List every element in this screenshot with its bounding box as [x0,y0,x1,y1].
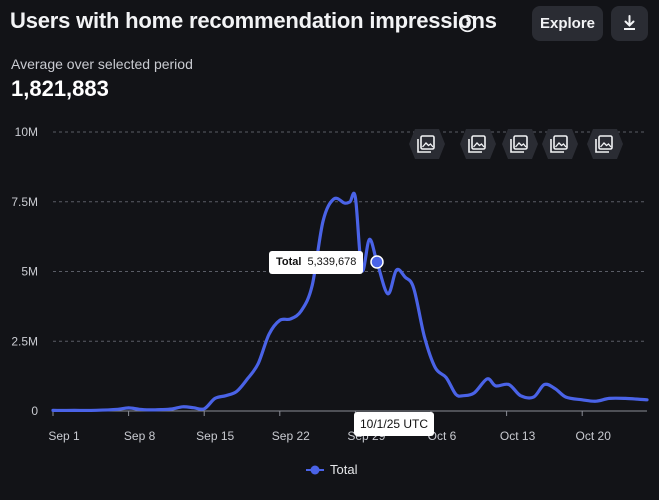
legend-swatch [306,465,324,474]
image-stack-icon [502,129,538,159]
x-tick-label: Sep 1 [48,429,80,443]
explore-button[interactable]: Explore [532,6,603,41]
hover-tooltip: Total 5,339,678 [269,251,364,274]
y-tick-label: 0 [31,404,38,418]
summary-label: Average over selected period [11,56,193,72]
annotation-button-3[interactable] [500,125,540,163]
x-tick-label: Sep 22 [272,429,310,443]
image-stack-icon [460,129,496,159]
hover-point [370,255,384,269]
x-tick-label: Sep 15 [196,429,234,443]
download-button[interactable] [611,6,648,41]
image-stack-icon [542,129,578,159]
annotation-button-2[interactable] [458,125,498,163]
hover-date-badge: 10/1/25 UTC [354,412,435,436]
summary-value: 1,821,883 [11,76,109,101]
x-tick-label: Oct 6 [428,429,457,443]
annotation-button-1[interactable] [407,125,447,163]
x-tick-label: Sep 8 [124,429,156,443]
tooltip-series: Total [276,256,302,268]
x-tick-label: Oct 13 [500,429,536,443]
page-title: Users with home recommendation impressio… [10,8,497,33]
image-stack-icon [587,129,623,159]
x-tick-label: Oct 20 [576,429,612,443]
legend-label-total: Total [330,462,358,477]
image-stack-icon [409,129,445,159]
series-line-total [51,191,649,413]
tooltip-value: 5,339,678 [307,256,357,268]
y-tick-label: 5M [21,265,38,279]
annotation-button-4[interactable] [540,125,580,163]
y-tick-label: 7.5M [11,195,38,209]
info-icon[interactable] [458,14,477,33]
annotation-button-5[interactable] [585,125,625,163]
y-tick-label: 10M [15,125,38,139]
legend: Total [306,462,357,477]
download-icon [624,15,635,30]
y-tick-label: 2.5M [11,334,38,348]
